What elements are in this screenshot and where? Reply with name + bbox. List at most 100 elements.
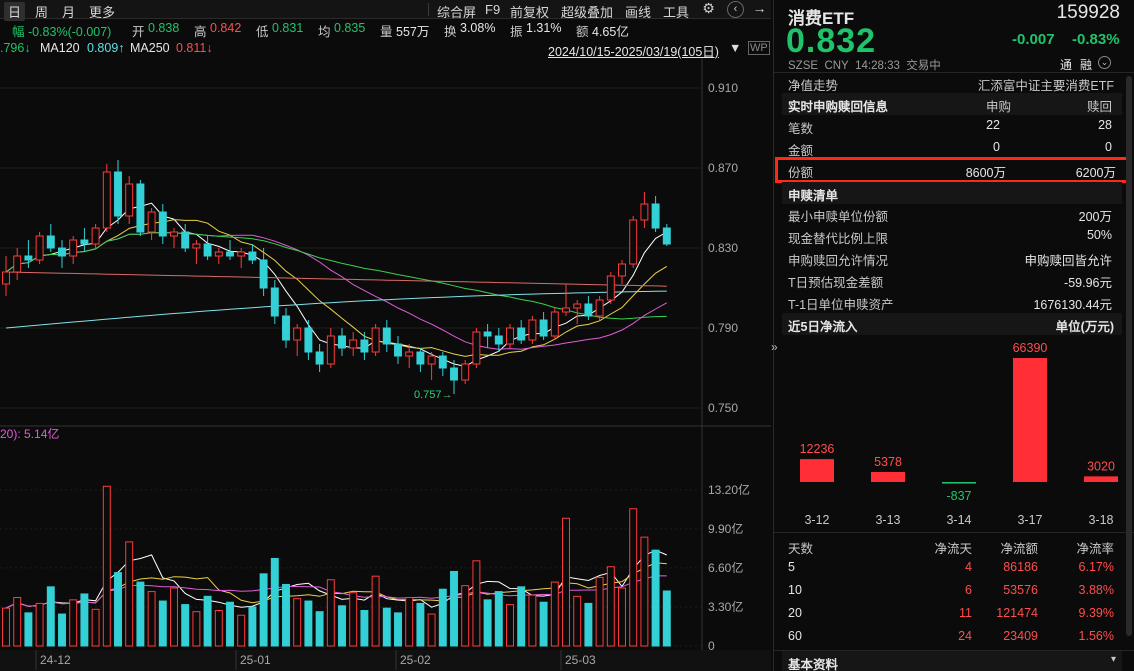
amount-value: 4.65亿 [592, 25, 629, 39]
candle-body [192, 243, 201, 249]
list-header: 申赎清单 [782, 182, 1122, 204]
price-tick-label: 0.830 [708, 241, 738, 255]
stats-cell: 121474 [996, 606, 1038, 620]
tool-super-overlay[interactable]: 超级叠加 [561, 5, 614, 20]
volume-bar [483, 599, 492, 647]
candle-body [326, 335, 335, 365]
tab-month[interactable]: 月 [62, 5, 76, 20]
tab-day[interactable]: 日 [4, 2, 26, 21]
chevron-icon[interactable]: ▾ [1110, 654, 1116, 665]
tool-composite-screen[interactable]: 综合屏 [437, 5, 477, 20]
subs-row-amount: 金额 0 0 [788, 140, 1112, 158]
subs-header: 实时申购赎回信息 申购 赎回 [782, 93, 1122, 115]
candle-body [214, 251, 223, 257]
volume-bar [80, 593, 89, 647]
candle-body [382, 327, 391, 345]
candle-body [304, 327, 313, 353]
volume-bar [125, 541, 134, 647]
collapse-arrow-icon[interactable]: » [771, 340, 778, 354]
change-summary: 幅 -0.83%(-0.007) [12, 25, 112, 39]
inflow-bar [800, 459, 834, 482]
volume-bar [382, 607, 391, 647]
candle-body [136, 183, 145, 233]
candle-body [438, 355, 447, 369]
stats-cell: 86186 [1003, 560, 1038, 574]
inflow-date-label: 3-13 [875, 513, 900, 527]
kline-chart[interactable]: 0.910 0.870 0.830 0.790 0.750 0.757→ 20): 5.… [0, 58, 771, 671]
candle-body [360, 339, 369, 353]
low-value: 0.831 [272, 21, 304, 35]
volume-bar [114, 572, 122, 647]
candle-body [35, 235, 44, 261]
volume-bar [248, 606, 257, 647]
stats-cell: 5 [788, 560, 795, 574]
volume-axis: 13.20亿 9.90亿 6.60亿 3.30亿 0 [708, 482, 750, 653]
list-row: 最小申赎单位份额 200万 [788, 210, 1112, 224]
settings-gear-icon[interactable]: ⚙ [702, 0, 715, 16]
volume-bars [2, 485, 671, 647]
candle-body [606, 275, 615, 301]
tab-week[interactable]: 周 [35, 5, 49, 20]
price-tick-label: 0.750 [708, 401, 738, 415]
stats-cell: 10 [788, 583, 802, 597]
price-tick-label: 0.870 [708, 161, 738, 175]
stats-row: 20 11 121474 9.39% [782, 603, 1122, 625]
candle-body [282, 315, 290, 341]
price-change-pct: -0.83% [1072, 31, 1120, 48]
candle-body [550, 311, 559, 337]
stats-row: 5 4 86186 6.17% [782, 557, 1122, 579]
inflow-date-label: 3-12 [804, 513, 829, 527]
tool-tools[interactable]: 工具 [663, 5, 690, 20]
candle-body [158, 211, 167, 237]
candle-body [394, 343, 402, 357]
price-tick-label: 0.790 [708, 321, 738, 335]
nav-row[interactable]: 净值走势 汇添富中证主要消费ETF [782, 72, 1122, 94]
candle-body [125, 183, 134, 217]
chevron-left-icon[interactable]: ‹ [727, 1, 744, 18]
chevron-down-icon[interactable]: ⌄ [1098, 56, 1111, 69]
arrow-right-icon[interactable]: → [752, 0, 767, 16]
candle-body [640, 203, 649, 221]
candle-body [338, 335, 346, 349]
candle-body [248, 251, 257, 261]
panel-scrollbar[interactable] [1126, 76, 1132, 636]
volume-bar [662, 590, 671, 647]
volume-bar [450, 570, 458, 647]
candle-body [562, 307, 570, 313]
stats-cell: 11 [959, 606, 972, 620]
candle-body [405, 351, 414, 357]
basic-info-header[interactable]: 基本资料 ▾ [782, 651, 1122, 671]
tool-forward-adjust[interactable]: 前复权 [510, 5, 550, 20]
tab-more[interactable]: 更多 [89, 5, 116, 20]
volume-bar [618, 587, 626, 647]
stats-row: 60 24 23409 1.56% [782, 626, 1122, 648]
candle-body [662, 227, 671, 245]
volume-tick-label: 0 [708, 639, 715, 653]
triangle-down-icon[interactable]: ▼ [729, 41, 742, 55]
volume-bar [158, 600, 167, 647]
ma10-line [5, 219, 668, 357]
inflow-date-label: 3-17 [1017, 513, 1042, 527]
volume-bar [24, 612, 33, 647]
candle-body [539, 319, 548, 337]
volume-bar [360, 610, 369, 647]
flag-connect: 通 [1060, 58, 1073, 72]
stats-cell: 60 [788, 629, 802, 643]
volume-bar [136, 581, 145, 647]
volume-bar [438, 588, 447, 647]
candle-body [416, 351, 425, 365]
candle-body [450, 367, 458, 381]
tool-f9[interactable]: F9 [485, 2, 501, 17]
list-row: 申购赎回允许情况 申购赎回皆允许 [788, 254, 1112, 268]
inflow-bar [1084, 476, 1118, 482]
volume-bar [349, 592, 358, 647]
candle-body [91, 227, 100, 245]
ma20-line [5, 232, 668, 350]
window-icon[interactable]: WP [748, 41, 770, 55]
volume-bar [304, 600, 313, 647]
date-range[interactable]: 2024/10/15-2025/03/19(105日) [548, 45, 719, 59]
candle-body [573, 303, 582, 309]
inflow-bar [942, 482, 976, 484]
list-row: 现金替代比例上限 50% [788, 228, 1112, 246]
tool-draw-line[interactable]: 画线 [625, 5, 652, 20]
